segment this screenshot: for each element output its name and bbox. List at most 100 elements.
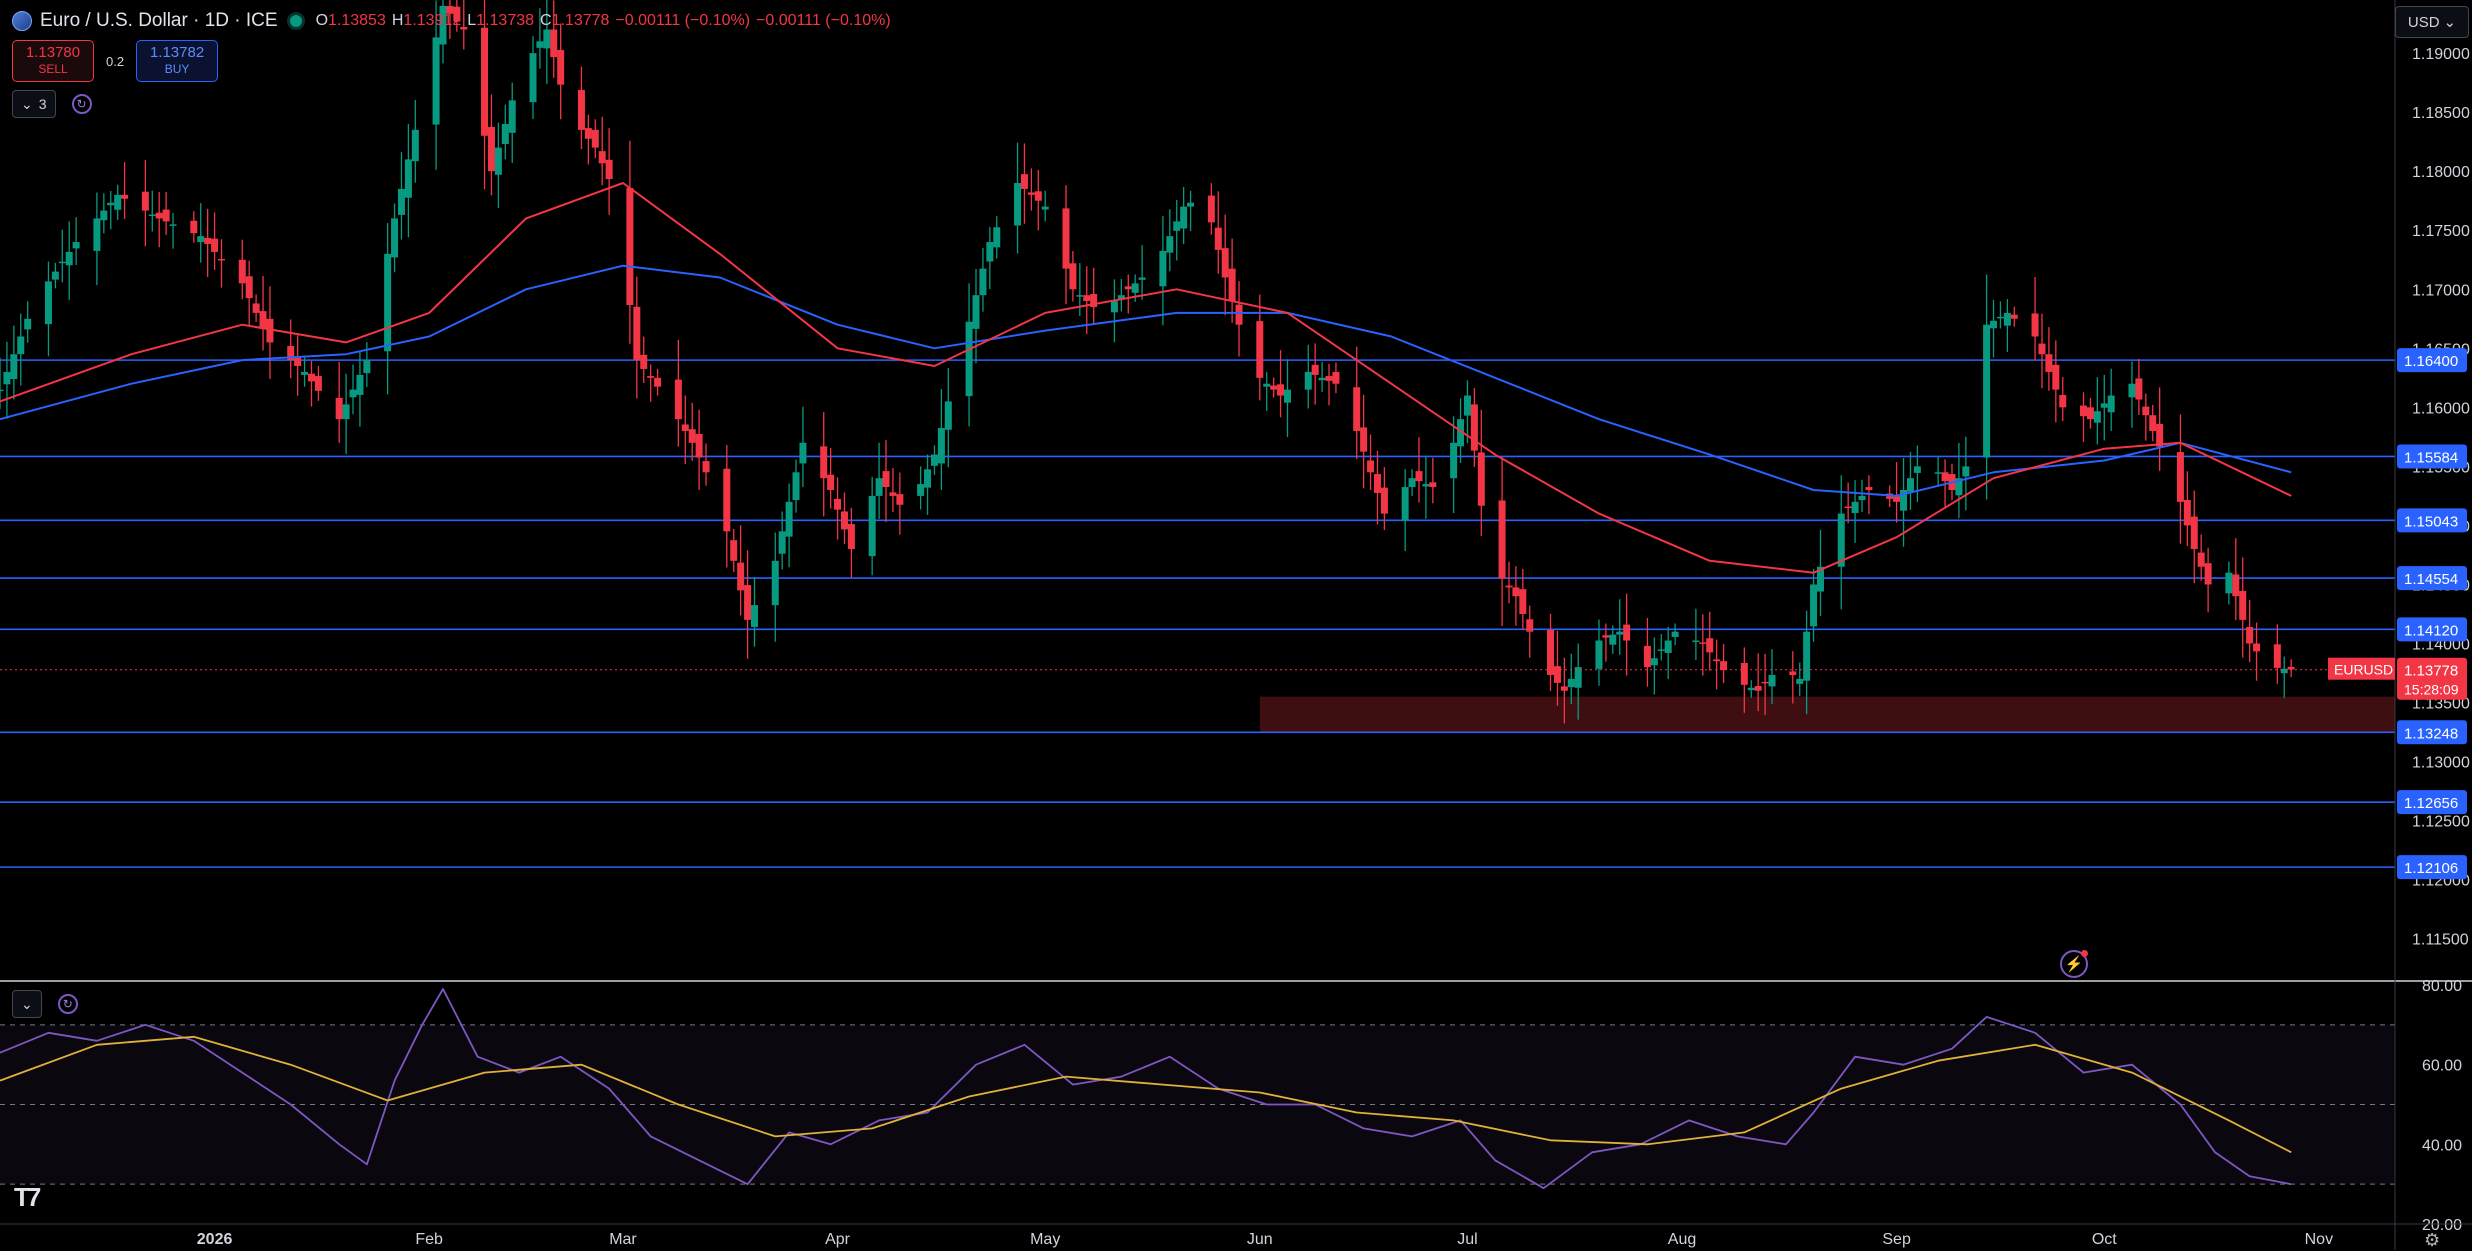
last-price-tag[interactable] — [2397, 657, 2467, 700]
candle-body[interactable] — [1014, 183, 1022, 226]
candle-body[interactable] — [349, 389, 357, 398]
candle-body[interactable] — [1706, 638, 1714, 653]
candle-body[interactable] — [1664, 640, 1672, 653]
candle-body[interactable] — [557, 49, 565, 85]
candle-body[interactable] — [1803, 631, 1811, 681]
candle-body[interactable] — [1505, 585, 1513, 588]
candle-body[interactable] — [820, 446, 828, 479]
candle-body[interactable] — [245, 276, 253, 299]
candle-body[interactable] — [1360, 427, 1368, 452]
candle-body[interactable] — [2232, 574, 2240, 597]
candle-body[interactable] — [1761, 681, 1769, 684]
candle-body[interactable] — [411, 129, 419, 162]
candle-body[interactable] — [2038, 343, 2046, 355]
tradingview-logo-icon[interactable]: T7 — [14, 1182, 41, 1212]
candle-body[interactable] — [10, 354, 18, 380]
candle-body[interactable] — [1318, 377, 1326, 381]
candle-body[interactable] — [1062, 208, 1070, 269]
candle-body[interactable] — [930, 454, 938, 466]
candle-body[interactable] — [730, 540, 738, 561]
candle-body[interactable] — [2107, 395, 2115, 413]
candle-body[interactable] — [2156, 423, 2164, 447]
candle-body[interactable] — [529, 53, 537, 103]
candle-body[interactable] — [2080, 405, 2088, 417]
candle-body[interactable] — [453, 6, 461, 22]
candle-body[interactable] — [494, 147, 502, 175]
candle-body[interactable] — [44, 281, 52, 325]
candle-body[interactable] — [1076, 295, 1084, 297]
candle-body[interactable] — [2003, 312, 2011, 326]
candle-body[interactable] — [2052, 364, 2060, 390]
candle-body[interactable] — [238, 259, 246, 284]
candle-body[interactable] — [1235, 304, 1243, 325]
price-axis[interactable]: 1.190001.185001.180001.175001.170001.165… — [2328, 0, 2470, 1250]
candle-body[interactable] — [1470, 404, 1478, 451]
candle-body[interactable] — [1187, 202, 1195, 207]
candle-body[interactable] — [1020, 174, 1028, 189]
candle-body[interactable] — [737, 562, 745, 591]
candle-body[interactable] — [1283, 389, 1291, 403]
candle-body[interactable] — [2197, 552, 2205, 567]
candle-body[interactable] — [190, 220, 198, 234]
candle-body[interactable] — [1256, 321, 1264, 378]
candle-body[interactable] — [550, 29, 558, 58]
support-zone[interactable] — [1259, 696, 2395, 733]
level-price-tag[interactable] — [2397, 855, 2467, 880]
candle-body[interactable] — [1325, 376, 1333, 381]
candle-body[interactable] — [778, 531, 786, 554]
candle-body[interactable] — [252, 303, 260, 313]
candle-body[interactable] — [1512, 587, 1520, 597]
candle-body[interactable] — [1623, 624, 1631, 641]
candle-body[interactable] — [1768, 674, 1776, 687]
candle-body[interactable] — [65, 251, 73, 266]
candle-body[interactable] — [986, 242, 994, 262]
candle-body[interactable] — [688, 429, 696, 443]
candle-body[interactable] — [2183, 500, 2191, 526]
candle-body[interactable] — [2239, 590, 2247, 620]
candle-body[interactable] — [1131, 283, 1139, 293]
candle-body[interactable] — [1789, 671, 1797, 675]
candle-body[interactable] — [384, 253, 392, 352]
candle-body[interactable] — [1574, 667, 1582, 688]
candle-body[interactable] — [2045, 354, 2053, 372]
candle-body[interactable] — [834, 498, 842, 510]
candle-body[interactable] — [1373, 474, 1381, 493]
candle-body[interactable] — [1990, 320, 1998, 329]
candle-body[interactable] — [1228, 268, 1236, 302]
candle-body[interactable] — [972, 295, 980, 329]
candle-body[interactable] — [1159, 250, 1167, 287]
candle-body[interactable] — [1851, 501, 1859, 514]
candle-body[interactable] — [896, 494, 904, 505]
level-price-tag[interactable] — [2397, 720, 2467, 745]
candle-body[interactable] — [695, 433, 703, 458]
candle-body[interactable] — [840, 511, 848, 530]
candle-body[interactable] — [979, 268, 987, 296]
candle-body[interactable] — [141, 191, 149, 211]
candle-body[interactable] — [785, 501, 793, 537]
candle-body[interactable] — [404, 159, 412, 198]
candle-body[interactable] — [2128, 383, 2136, 398]
rsi-axis[interactable]: 80.00 60.00 40.00 20.00 — [2422, 978, 2462, 1234]
time-axis[interactable]: 2026 Feb Mar Apr May Jun Jul Aug Sep Oct Nov — [0, 1223, 2472, 1248]
candle-body[interactable] — [1657, 649, 1665, 651]
candle-body[interactable] — [543, 29, 551, 49]
candle-body[interactable] — [2176, 452, 2184, 502]
candle-body[interactable] — [58, 261, 66, 264]
candle-body[interactable] — [72, 242, 80, 249]
candle-body[interactable] — [1041, 206, 1049, 210]
candle-body[interactable] — [204, 237, 212, 245]
candle-body[interactable] — [1027, 192, 1035, 195]
candle-body[interactable] — [2253, 643, 2261, 652]
candle-body[interactable] — [17, 336, 25, 355]
candle-body[interactable] — [2273, 644, 2281, 668]
candle-body[interactable] — [1083, 295, 1091, 302]
candle-body[interactable] — [2100, 403, 2108, 408]
candle-body[interactable] — [993, 227, 1001, 248]
candle-body[interactable] — [2010, 314, 2018, 319]
candle-body[interactable] — [1034, 191, 1042, 201]
candle-body[interactable] — [1553, 666, 1561, 683]
candle-body[interactable] — [107, 202, 115, 206]
candle-body[interactable] — [1477, 452, 1485, 506]
candle-body[interactable] — [1401, 487, 1409, 521]
